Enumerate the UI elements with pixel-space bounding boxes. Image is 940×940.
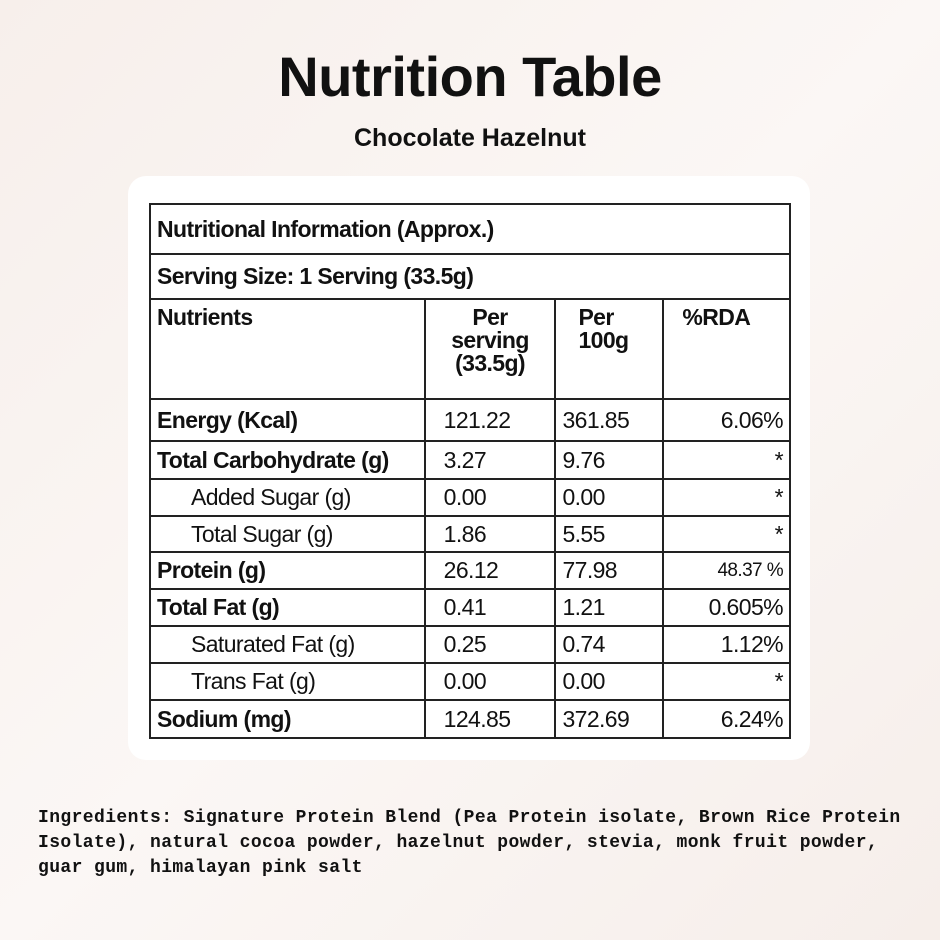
nutrient-value: 372.69	[554, 699, 665, 739]
subtitle: Chocolate Hazelnut	[354, 124, 586, 152]
column-header: Nutrients	[149, 298, 426, 400]
nutrient-name: Protein (g)	[149, 551, 426, 590]
column-header: Per 100g	[578, 304, 629, 353]
nutrient-name: Total Carbohydrate (g)	[149, 440, 426, 480]
nutrient-name: Total Fat (g)	[149, 588, 426, 627]
table-row: Protein (g) 26.12 77.98 48.37 %	[149, 551, 791, 590]
table-row: Saturated Fat (g) 0.25 0.74 1.12%	[149, 625, 791, 664]
nutrient-value: 124.85	[423, 699, 557, 739]
nutrient-name: Sodium (mg)	[149, 699, 426, 739]
table-row: Total Fat (g) 0.41 1.21 0.605%	[149, 588, 791, 627]
table-row: Energy (Kcal) 121.22 361.85 6.06%	[149, 398, 791, 442]
nutrient-value: 0.00	[423, 662, 557, 701]
nutrition-table: Nutritional Information (Approx.) Servin…	[149, 203, 791, 739]
nutrient-value: 1.86	[423, 515, 557, 553]
column-header: Per serving (33.5g)	[451, 304, 529, 376]
nutrient-value: 121.22	[423, 398, 557, 442]
nutrient-value: 1.12%	[662, 625, 791, 664]
nutrient-name: Added Sugar (g)	[149, 478, 426, 517]
nutrient-value: 1.21	[554, 588, 665, 627]
nutrient-value: 5.55	[554, 515, 665, 553]
table-row: Added Sugar (g) 0.00 0.00 *	[149, 478, 791, 517]
table-title: Nutritional Information (Approx.)	[149, 203, 791, 255]
nutrient-value: 0.605%	[662, 588, 791, 627]
title: Nutrition Table	[278, 45, 662, 108]
nutrient-value: 77.98	[554, 551, 665, 590]
nutrient-value: 361.85	[554, 398, 665, 442]
nutrient-value: *	[662, 478, 791, 517]
serving-size: Serving Size: 1 Serving (33.5g)	[149, 253, 791, 300]
nutrient-value: 6.24%	[662, 699, 791, 739]
nutrient-value: 0.00	[423, 478, 557, 517]
nutrient-name: Saturated Fat (g)	[149, 625, 426, 664]
nutrient-value: 6.06%	[662, 398, 791, 442]
table-row: Total Carbohydrate (g) 3.27 9.76 *	[149, 440, 791, 480]
table-row: Total Sugar (g) 1.86 5.55 *	[149, 515, 791, 553]
nutrient-name: Trans Fat (g)	[149, 662, 426, 701]
nutrient-value: 0.00	[554, 478, 665, 517]
table-row: Sodium (mg) 124.85 372.69 6.24%	[149, 699, 791, 739]
column-header: %RDA	[662, 298, 791, 400]
nutrient-name: Energy (Kcal)	[149, 398, 426, 442]
nutrient-value: *	[662, 515, 791, 553]
nutrient-value: *	[662, 440, 791, 480]
nutrient-value: 0.00	[554, 662, 665, 701]
nutrient-value: *	[662, 662, 791, 701]
nutrient-value: 0.25	[423, 625, 557, 664]
nutrient-value: 3.27	[423, 440, 557, 480]
nutrient-value: 48.37 %	[662, 551, 791, 590]
table-row: Trans Fat (g) 0.00 0.00 *	[149, 662, 791, 701]
nutrient-value: 26.12	[423, 551, 557, 590]
ingredients: Ingredients: Signature Protein Blend (Pe…	[38, 808, 901, 878]
nutrient-value: 0.41	[423, 588, 557, 627]
nutrient-name: Total Sugar (g)	[149, 515, 426, 553]
nutrient-value: 0.74	[554, 625, 665, 664]
nutrient-value: 9.76	[554, 440, 665, 480]
